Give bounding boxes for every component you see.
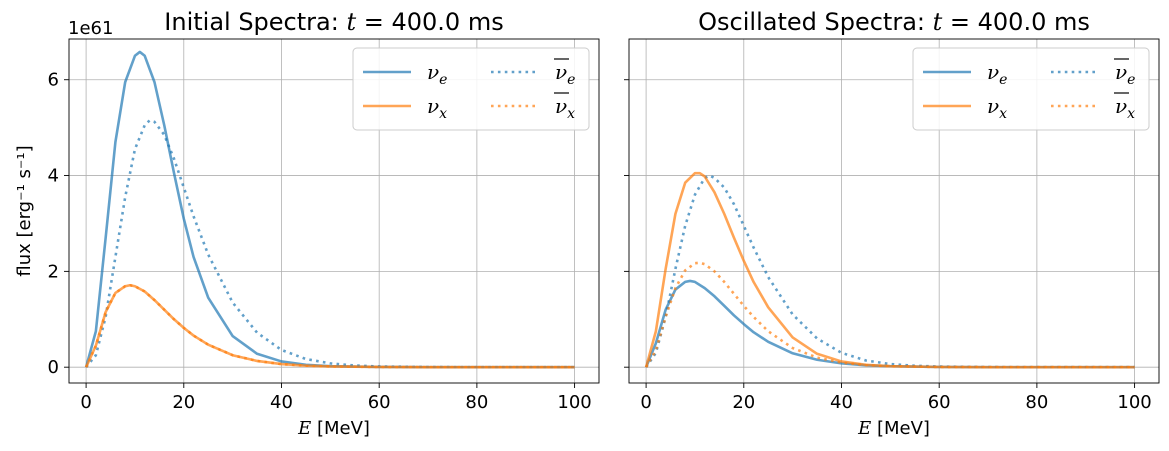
legend-label-x: νx bbox=[987, 94, 1007, 122]
series-line-e-bar bbox=[85, 119, 575, 369]
y-axis-label: flux [erg⁻¹ s⁻¹] bbox=[14, 145, 35, 276]
y-tick-label: 4 bbox=[48, 166, 59, 187]
x-tick-label: 80 bbox=[465, 392, 488, 413]
plot-frame bbox=[68, 38, 600, 384]
x-tick-label: 80 bbox=[1025, 392, 1048, 413]
panel-2: 0 20 40 60 80 100 Oscillated Spectra: t = 400.… bbox=[624, 8, 1160, 439]
legend: νe νx νe νx bbox=[352, 47, 590, 131]
legend-label-x: νx bbox=[427, 94, 447, 122]
y-tick-label: 6 bbox=[48, 70, 59, 91]
legend-label-e: νe bbox=[427, 60, 447, 88]
x-tick-label: 100 bbox=[1117, 392, 1151, 413]
legend-label-x-bar: νx bbox=[1115, 94, 1135, 122]
legend-frame bbox=[912, 47, 1150, 131]
y-tick-label: 2 bbox=[48, 261, 59, 282]
legend-frame bbox=[352, 47, 590, 131]
x-axis-label: E [MeV] bbox=[297, 418, 370, 439]
x-tick-label: 60 bbox=[928, 392, 951, 413]
legend: νe νx νe νx bbox=[912, 47, 1150, 131]
legend-label-e: νe bbox=[987, 60, 1007, 88]
legend-label-e-bar: νe bbox=[1115, 60, 1135, 88]
series-line-e-bar bbox=[645, 174, 1135, 369]
x-axis-label: E [MeV] bbox=[857, 418, 930, 439]
panel-1: 0 20 40 60 80 100 0 2 4 6 Initial Spectra: t = 400… bbox=[14, 8, 600, 439]
series-line-x bbox=[84, 283, 575, 369]
grid bbox=[629, 39, 1159, 383]
series-line-x bbox=[644, 171, 1135, 369]
y-offset-text: 1e61 bbox=[68, 18, 113, 39]
series-group bbox=[644, 171, 1135, 369]
series-line-e bbox=[644, 279, 1135, 369]
x-tick-label: 60 bbox=[368, 392, 391, 413]
series-line-x-bar bbox=[84, 283, 575, 369]
chart-title: Initial Spectra: t = 400.0 ms bbox=[164, 8, 503, 36]
x-tick-label: 20 bbox=[172, 392, 195, 413]
x-tick-label: 20 bbox=[732, 392, 755, 413]
x-tick-label: 100 bbox=[557, 392, 591, 413]
legend-label-e-bar: νe bbox=[555, 60, 575, 88]
y-tick-label: 0 bbox=[48, 357, 59, 378]
chart-title: Oscillated Spectra: t = 400.0 ms bbox=[698, 8, 1090, 36]
series-group bbox=[84, 50, 575, 369]
x-tick-label: 0 bbox=[640, 392, 651, 413]
x-tick-label: 40 bbox=[270, 392, 293, 413]
legend-label-x-bar: νx bbox=[555, 94, 575, 122]
plot-frame bbox=[628, 38, 1160, 384]
x-tick-label: 40 bbox=[830, 392, 853, 413]
series-line-x-bar bbox=[644, 261, 1135, 369]
x-tick-label: 0 bbox=[80, 392, 91, 413]
